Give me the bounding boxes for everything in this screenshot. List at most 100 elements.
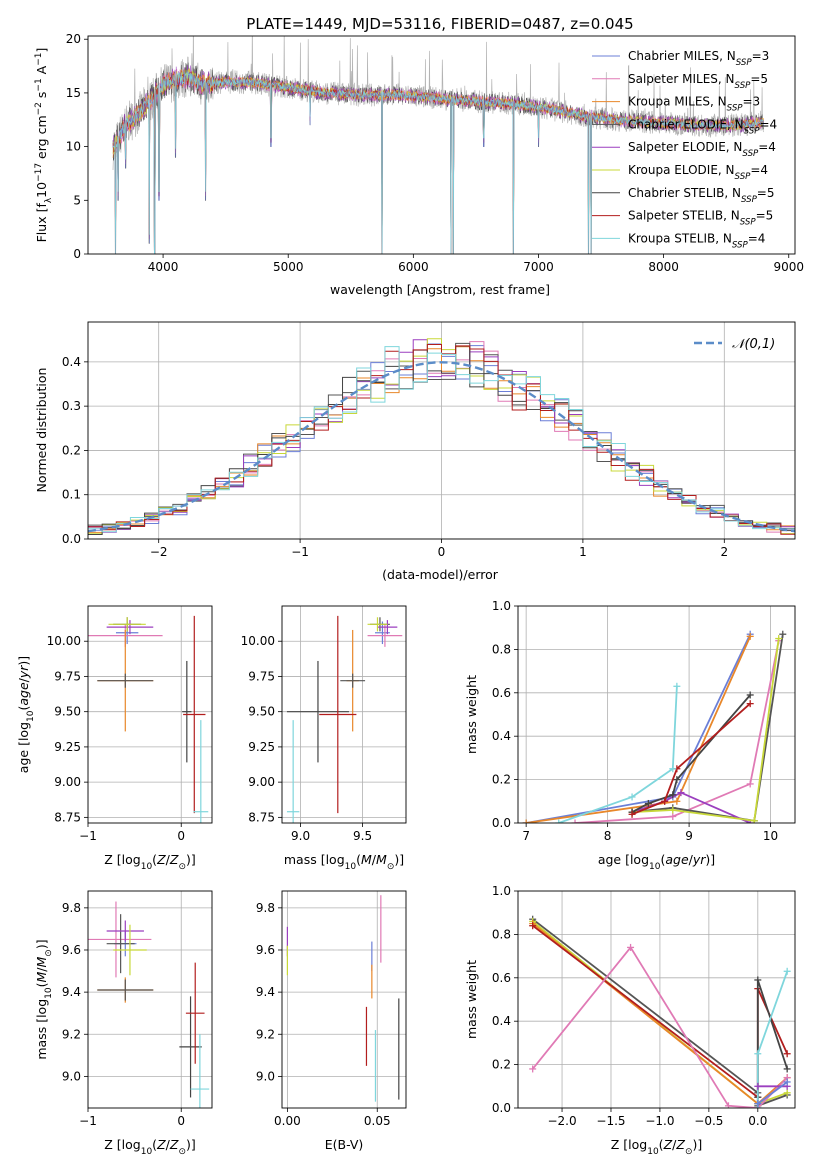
legend-label: 𝒩(0,1) (732, 337, 775, 352)
x-tick-label: 8000 (648, 260, 679, 274)
gridlines (88, 891, 212, 1108)
y-tick-label: 0.8 (492, 927, 511, 941)
gridlines (518, 891, 795, 1108)
gaussian-curve (88, 361, 795, 533)
marker-plus (783, 1078, 791, 1086)
y-tick-label: 0.0 (492, 1101, 511, 1115)
axes-frame (87, 890, 213, 1109)
y-tick-label: 8.75 (248, 810, 275, 824)
marker-plus (673, 682, 681, 690)
x-axis-label: (data-model)/error (382, 567, 499, 582)
weight-line-8 (558, 686, 678, 823)
y-tick-label: 0.4 (492, 1014, 511, 1028)
marker-plus (529, 922, 537, 930)
x-axis-label: wavelength [Angstrom, rest frame] (330, 282, 550, 297)
marker-plus (779, 630, 787, 638)
error-bar-point (185, 962, 205, 1064)
chart-age-vs-Z: −1 0 8.75 9.00 9.25 9.50 9.75 10.00 Z [log10(Z/Z… (16, 605, 213, 872)
y-tick-label: 9.8 (256, 901, 275, 915)
axes-frame (87, 35, 796, 255)
y-tick-label: 0.6 (492, 686, 511, 700)
error-bar-point (286, 720, 300, 823)
plot-area (112, 36, 764, 254)
x-tick-label: 7 (522, 829, 530, 843)
marker-plus (669, 791, 677, 799)
marker-plus (746, 691, 754, 699)
weight-line-1 (574, 640, 780, 823)
plot-area (282, 606, 406, 823)
y-axis-label: mass [log10(M/M⊙)] (34, 939, 54, 1059)
error-bar-point (286, 660, 349, 763)
x-tick-label: 4000 (148, 260, 179, 274)
x-tick-label: −2.0 (547, 1114, 576, 1128)
x-tick-label: 1 (579, 545, 587, 559)
plot-area (88, 322, 795, 539)
y-tick-label: 0.1 (62, 488, 81, 502)
weight-line-0 (757, 1081, 788, 1105)
x-axis-label: Z [log10(Z/Z⊙)] (104, 1137, 196, 1157)
y-tick-label: 0.3 (62, 399, 81, 413)
marker-plus (783, 1089, 791, 1097)
y-tick-label: 20 (66, 32, 81, 46)
legend-label: Chabrier STELIB, NSSP=5 (628, 186, 775, 205)
y-tick-label: 9.50 (54, 705, 81, 719)
y-tick-label: 0.2 (492, 773, 511, 787)
legend-label: Salpeter STELIB, NSSP=5 (628, 209, 773, 228)
x-tick-label: 2 (720, 545, 728, 559)
x-tick-label: 0 (177, 1114, 185, 1128)
marker-plus (628, 810, 636, 818)
x-tick-label: −2 (150, 545, 168, 559)
y-tick-label: 9.25 (54, 740, 81, 754)
legend-label: Kroupa STELIB, NSSP=4 (628, 231, 765, 250)
legend-label: Kroupa ELODIE, NSSP=4 (628, 163, 768, 182)
x-tick-label: −1 (291, 545, 309, 559)
marker-plus (673, 797, 681, 805)
marker-plus (754, 1050, 762, 1058)
error-bar-point (340, 673, 366, 688)
plot-area (282, 891, 406, 1108)
x-axis-label: mass [log10(M/M⊙)] (284, 852, 404, 872)
x-tick-label: 0.00 (274, 1114, 301, 1128)
marker-plus (754, 1100, 762, 1108)
x-tick-label: 6000 (398, 260, 429, 274)
axes-frame (87, 605, 213, 824)
weight-line-7 (631, 702, 751, 816)
error-bar-point (367, 624, 403, 647)
y-tick-label: 0.4 (62, 355, 81, 369)
plot-area (518, 891, 795, 1108)
x-tick-label: −1.5 (596, 1114, 625, 1128)
y-tick-label: 9.4 (62, 985, 81, 999)
y-tick-label: 5 (73, 193, 81, 207)
error-bar-point (367, 617, 388, 632)
marker-plus (628, 793, 636, 801)
y-axis-label: age [log10(age/yr)] (16, 656, 36, 773)
error-bar-point (97, 673, 154, 688)
x-axis-label: age [log10(age/yr)] (598, 852, 715, 872)
axes-frame (517, 890, 796, 1109)
x-axis-label: Z [log10(Z/Z⊙)] (104, 852, 196, 872)
chart-mass-weight-vs-Z: −2.0 −1.5 −1.0 −0.5 0.0 0.0 0.2 0.4 0.6 0.8 1.0 Z [… (464, 884, 796, 1157)
marker-plus (669, 765, 677, 773)
x-tick-label: −1.0 (645, 1114, 674, 1128)
chart-mass-vs-EBV: 0.00 0.05 9.0 9.2 9.4 9.6 9.8 E(B-V) (256, 890, 407, 1152)
error-bar-point (182, 660, 192, 763)
x-tick-label: 0.0 (748, 1114, 767, 1128)
x-tick-label: −0.5 (694, 1114, 723, 1128)
x-tick-label: 9.0 (291, 829, 310, 843)
y-tick-label: 0.8 (492, 642, 511, 656)
x-tick-label: 5000 (273, 260, 304, 274)
error-bar-point (108, 617, 146, 632)
x-axis-label: E(B-V) (325, 1137, 364, 1152)
y-tick-label: 9.25 (248, 740, 275, 754)
y-axis-label: Flux [fλ10−17 erg cm−2 s−1 A−1] (34, 48, 54, 243)
error-bar-point (193, 720, 209, 823)
error-bar-point (377, 620, 398, 635)
error-bar-point (106, 920, 144, 942)
plot-area (518, 606, 795, 823)
y-tick-label: 9.00 (248, 775, 275, 789)
marker-plus (669, 806, 677, 814)
marker-plus (522, 819, 530, 823)
y-tick-label: 9.0 (256, 1069, 275, 1083)
gridlines (88, 606, 212, 823)
